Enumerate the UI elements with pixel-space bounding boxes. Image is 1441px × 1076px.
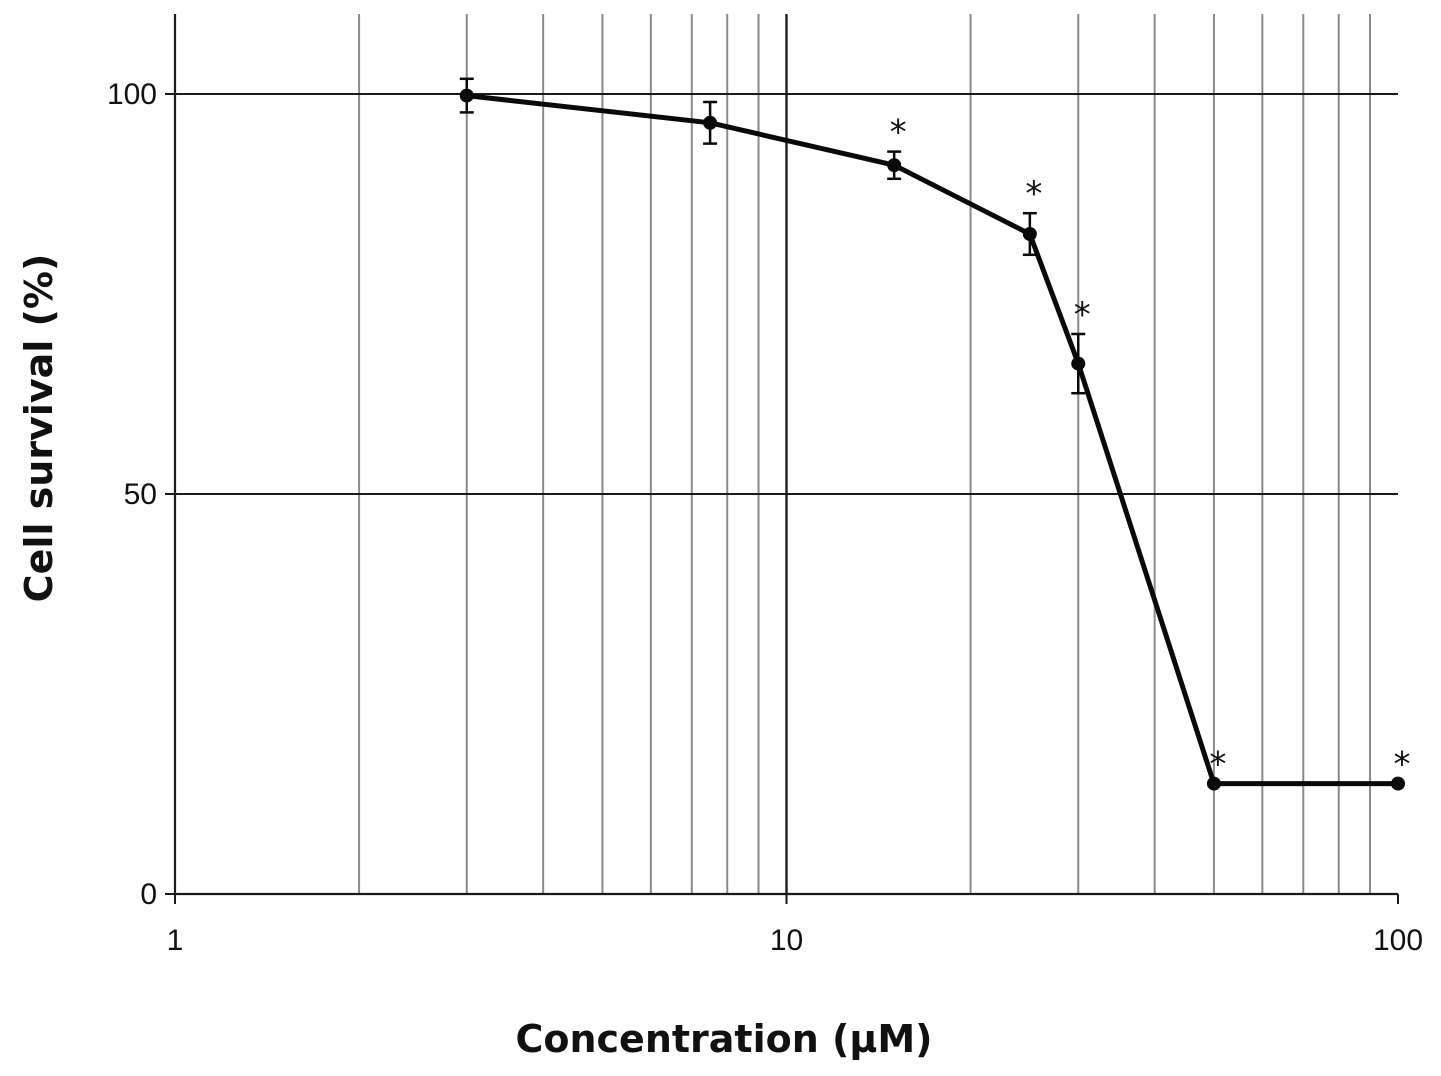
y-axis-title: Cell survival (%) — [17, 254, 61, 603]
data-point — [1391, 776, 1405, 791]
data-point — [1206, 776, 1221, 791]
significance-mark: * — [890, 113, 907, 153]
data-point — [703, 115, 718, 130]
x-tick-labels: 1 10 100 — [167, 924, 1423, 957]
significance-mark: * — [1394, 745, 1411, 785]
x-tick-label: 10 — [770, 924, 803, 957]
series-line — [466, 93, 1398, 787]
significance-mark: * — [1209, 745, 1226, 785]
y-tick-label: 100 — [107, 78, 157, 111]
x-tick-label: 1 — [167, 924, 184, 957]
significance-mark: * — [1074, 295, 1091, 335]
significance-mark: * — [1025, 174, 1042, 214]
axes — [165, 14, 1399, 904]
x-tick-label: 100 — [1373, 924, 1423, 957]
data-point — [1071, 356, 1086, 371]
data-point — [459, 88, 474, 103]
y-tick-label: 0 — [140, 878, 157, 911]
data-point — [887, 158, 902, 173]
grid — [175, 14, 1398, 894]
x-axis-title: Concentration (μM) — [515, 1017, 932, 1061]
significance-marks: * * * * * — [890, 113, 1411, 785]
data-point — [1022, 227, 1037, 241]
data-series — [459, 77, 1405, 791]
y-tick-labels: 0 50 100 — [107, 78, 157, 911]
y-tick-label: 50 — [124, 478, 157, 511]
